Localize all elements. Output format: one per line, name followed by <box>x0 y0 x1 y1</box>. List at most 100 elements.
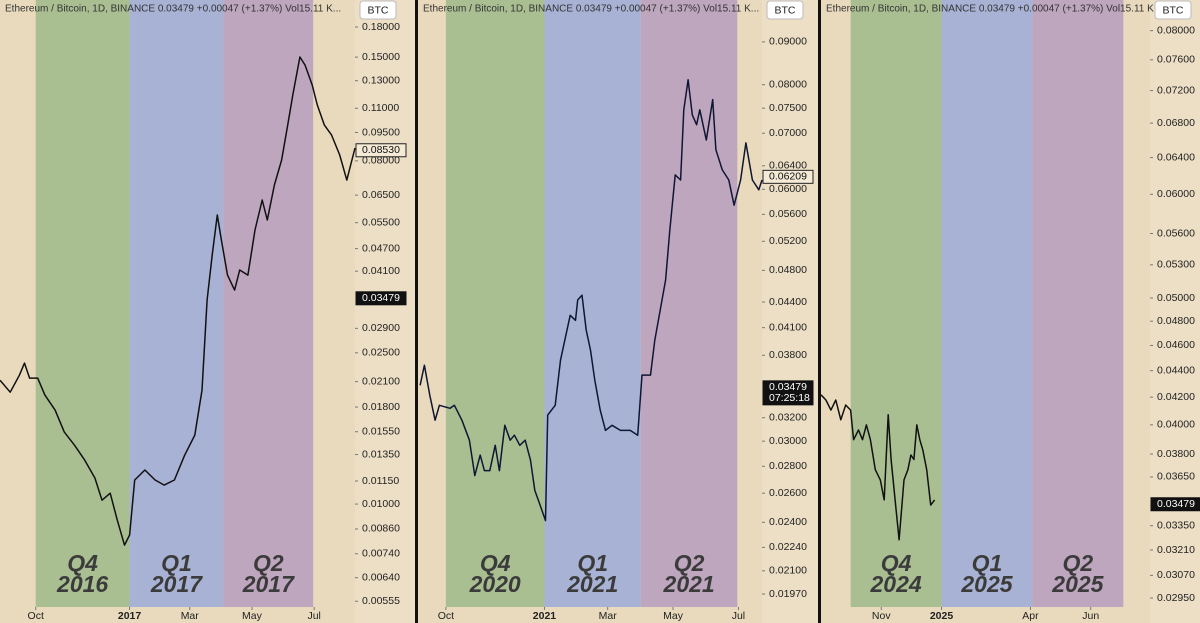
x-tick-label: Apr <box>1022 610 1039 622</box>
x-tick-label: Jun <box>1082 610 1099 622</box>
y-tick-label: 0.07000 <box>769 127 807 139</box>
quarter-label: Q1 <box>161 550 192 576</box>
chart-panel: Q42016Q12017Q220170.180000.150000.130000… <box>0 0 415 623</box>
y-tick-label: 0.04600 <box>1157 339 1195 351</box>
quarter-label: Q2 <box>253 550 284 576</box>
quarter-year: 2017 <box>150 571 203 597</box>
y-tick-label: 0.03210 <box>1157 544 1195 556</box>
price-label-box <box>355 291 407 306</box>
panel-divider <box>818 0 821 623</box>
y-tick-label: 0.08000 <box>769 78 807 90</box>
y-tick-label: 0.06400 <box>1157 151 1195 163</box>
y-tick-label: 0.06800 <box>1157 117 1195 129</box>
x-tick-label: May <box>663 610 684 622</box>
x-tick-label: Jul <box>732 610 745 622</box>
price-label-box <box>1150 497 1200 512</box>
y-tick-label: 0.05300 <box>1157 259 1195 271</box>
y-tick-label: 0.05600 <box>769 208 807 220</box>
y-tick-label: 0.02900 <box>362 322 400 334</box>
quarter-label: Q4 <box>480 550 511 576</box>
x-tick-label: Mar <box>181 610 200 622</box>
x-tick-label: 2017 <box>118 610 142 622</box>
quarter-label: Q2 <box>674 550 705 576</box>
x-tick-label: 2021 <box>533 610 557 622</box>
y-tick-label: 0.06000 <box>1157 188 1195 200</box>
y-tick-label: 0.08000 <box>362 155 400 167</box>
y-tick-label: 0.03000 <box>769 435 807 447</box>
y-tick-label: 0.04800 <box>769 264 807 276</box>
y-tick-label: 0.09000 <box>769 36 807 48</box>
x-tick-label: 2025 <box>930 610 954 622</box>
currency-box <box>766 0 804 20</box>
quarter-label: Q2 <box>1063 550 1094 576</box>
price-line <box>820 394 936 541</box>
y-tick-label: 0.02950 <box>1157 592 1195 604</box>
quarter-label: Q1 <box>577 550 608 576</box>
y-tick-label: 0.01800 <box>362 401 400 413</box>
chart-panel: Q42020Q12021Q220210.090000.080000.075000… <box>419 0 818 623</box>
y-tick-label: 0.01000 <box>362 498 400 510</box>
y-tick-label: 0.09500 <box>362 126 400 138</box>
y-tick-label: 0.02240 <box>769 541 807 553</box>
y-tick-label: 0.05500 <box>362 216 400 228</box>
quarter-year: 2020 <box>469 571 521 597</box>
y-tick-label: 0.04700 <box>362 242 400 254</box>
quarter-band <box>129 0 224 607</box>
panel-divider <box>415 0 418 623</box>
quarter-band <box>223 0 314 607</box>
y-tick-label: 0.02600 <box>769 487 807 499</box>
quarter-label: Q4 <box>881 550 912 576</box>
quarter-year: 2024 <box>870 571 922 597</box>
quarter-year: 2021 <box>566 571 618 597</box>
price-line <box>0 56 356 546</box>
y-tick-label: 0.13000 <box>362 75 400 87</box>
y-tick-label: 0.00555 <box>362 595 400 607</box>
currency-label: BTC <box>368 4 389 16</box>
quarter-band <box>1032 0 1124 607</box>
y-tick-label: 0.04400 <box>1157 364 1195 376</box>
y-tick-label: 0.06400 <box>769 160 807 172</box>
quarter-label: Q1 <box>972 550 1003 576</box>
x-tick-label: Jul <box>307 610 320 622</box>
y-tick-label: 0.02800 <box>769 460 807 472</box>
y-tick-label: 0.00860 <box>362 523 400 535</box>
y-tick-label: 0.11000 <box>362 102 399 114</box>
x-tick-label: Mar <box>599 610 618 622</box>
y-tick-label: 0.02400 <box>769 516 807 528</box>
price-label-box <box>355 143 407 158</box>
price-line <box>419 79 763 522</box>
x-tick-label: Oct <box>28 610 44 622</box>
price-axis <box>1150 0 1200 623</box>
y-tick-label: 0.03650 <box>1157 471 1195 483</box>
y-tick-label: 0.08000 <box>1157 24 1195 36</box>
y-tick-label: 0.18000 <box>362 21 400 33</box>
y-tick-label: 0.05600 <box>1157 227 1195 239</box>
y-tick-label: 0.02100 <box>362 375 400 387</box>
y-tick-label: 0.01150 <box>362 475 399 487</box>
currency-box <box>1154 0 1192 20</box>
price-label-box <box>762 380 814 406</box>
y-tick-label: 0.04800 <box>1157 315 1195 327</box>
price-axis <box>355 0 415 623</box>
x-tick-label: May <box>242 610 263 622</box>
y-tick-label: 0.00740 <box>362 548 400 560</box>
y-tick-label: 0.01350 <box>362 448 400 460</box>
y-tick-label: 0.04400 <box>769 296 807 308</box>
y-tick-label: 0.04000 <box>1157 419 1195 431</box>
y-tick-label: 0.07200 <box>1157 84 1195 96</box>
quarter-year: 2025 <box>1051 571 1104 597</box>
quarter-band <box>941 0 1033 607</box>
y-tick-label: 0.01550 <box>362 426 400 438</box>
quarter-year: 2017 <box>242 571 295 597</box>
price-label-box <box>762 169 814 184</box>
y-tick-label: 0.03350 <box>1157 520 1195 532</box>
chart-header: Ethereum / Bitcoin, 1D, BINANCE 0.03479 … <box>826 4 1162 15</box>
y-tick-label: 0.04100 <box>769 321 807 333</box>
quarter-band <box>640 0 738 607</box>
y-tick-label: 0.02500 <box>362 347 400 359</box>
chart-header: Ethereum / Bitcoin, 1D, BINANCE 0.03479 … <box>423 4 759 15</box>
currency-label: BTC <box>1163 4 1184 16</box>
y-tick-label: 0.07600 <box>1157 54 1195 66</box>
